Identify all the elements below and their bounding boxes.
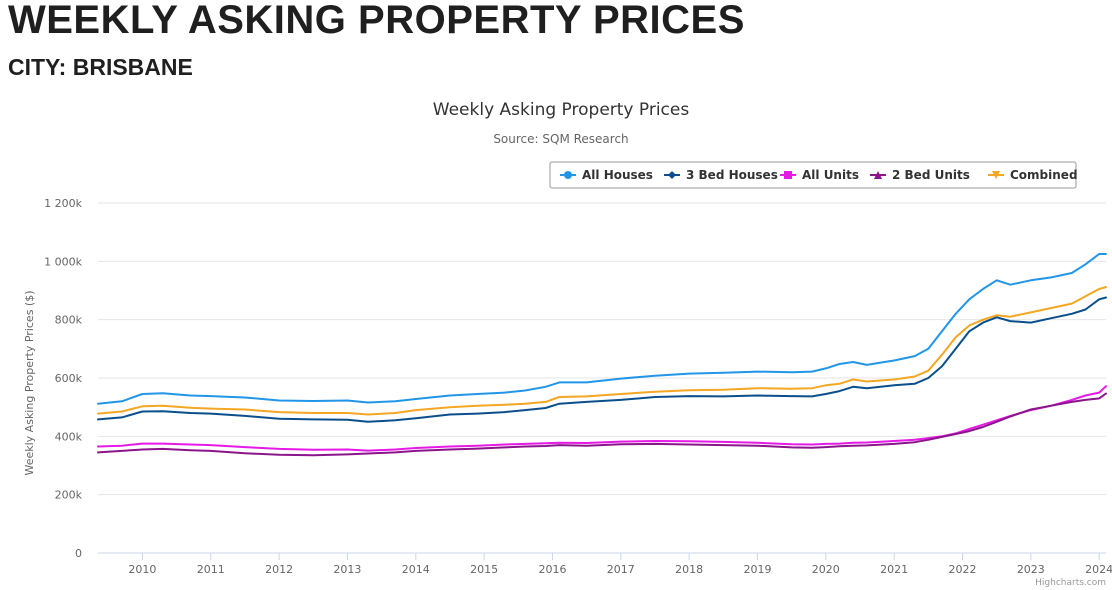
x-tick-label: 2010 — [128, 563, 156, 576]
x-tick-label: 2022 — [948, 563, 976, 576]
page-title: WEEKLY ASKING PROPERTY PRICES — [8, 0, 745, 42]
grid — [98, 202, 1106, 554]
legend-marker-icon — [668, 171, 676, 179]
y-tick-label: 1 200k — [44, 197, 82, 210]
x-tick-label: 2011 — [197, 563, 225, 576]
x-tick-label: 2021 — [880, 563, 908, 576]
x-tick-label: 2024 — [1085, 563, 1112, 576]
y-tick-label: 600k — [55, 372, 83, 385]
x-tick-label: 2013 — [333, 563, 361, 576]
legend-item-combined[interactable]: Combined — [988, 168, 1078, 182]
y-tick-label: 0 — [75, 547, 82, 560]
legend-box — [549, 161, 1077, 189]
legend-item-3-bed-houses[interactable]: 3 Bed Houses — [664, 168, 778, 182]
legend-item-2-bed-units[interactable]: 2 Bed Units — [870, 168, 970, 182]
x-axis: 2010 2011 2012 2013 2014 2015 2016 2017 2018 2019… — [128, 553, 1112, 576]
x-tick-label: 2016 — [538, 563, 566, 576]
series-line-combined[interactable] — [97, 286, 1107, 416]
x-tick-label: 2018 — [675, 563, 703, 576]
legend-label: 3 Bed Houses — [686, 168, 778, 182]
y-tick-label: 800k — [55, 314, 83, 327]
x-tick-label: 2023 — [1017, 563, 1045, 576]
legend-marker-icon — [874, 171, 882, 179]
y-axis: 0 200k 400k 600k 800k 1 000k 1 200k — [44, 197, 82, 560]
legend-label: All Units — [802, 168, 859, 182]
x-tick-label: 2014 — [402, 563, 430, 576]
legend-label: Combined — [1010, 168, 1078, 182]
legend-marker-icon — [784, 171, 792, 179]
x-tick-label: 2020 — [812, 563, 840, 576]
chart-subtitle: Source: SQM Research — [493, 132, 628, 146]
series-layer — [97, 253, 1107, 457]
x-tick-label: 2017 — [607, 563, 635, 576]
legend-item-all-units[interactable]: All Units — [780, 168, 859, 182]
x-tick-label: 2015 — [470, 563, 498, 576]
price-chart: Weekly Asking Property Prices Source: SQ… — [23, 100, 1112, 588]
x-tick-label: 2012 — [265, 563, 293, 576]
series-line-all-houses[interactable] — [97, 253, 1107, 405]
highcharts-credits[interactable]: Highcharts.com — [1035, 578, 1106, 588]
y-tick-label: 200k — [55, 489, 83, 502]
y-tick-label: 1 000k — [44, 255, 82, 268]
x-tick-label: 2019 — [743, 563, 771, 576]
y-axis-title: Weekly Asking Property Prices ($) — [23, 290, 36, 475]
chart-title: Weekly Asking Property Prices — [433, 100, 690, 120]
series-line-all-units[interactable] — [97, 385, 1107, 452]
city-subtitle: CITY: BRISBANE — [8, 54, 193, 80]
series-line-2-bed-units[interactable] — [97, 392, 1107, 457]
legend-marker-icon — [992, 171, 1000, 179]
legend-item-all-houses[interactable]: All Houses — [560, 168, 653, 182]
series-line-3-bed-houses[interactable] — [97, 296, 1107, 423]
legend-label: All Houses — [582, 168, 653, 182]
y-tick-label: 400k — [55, 430, 83, 443]
legend-label: 2 Bed Units — [892, 168, 970, 182]
legend-marker-icon — [564, 171, 572, 179]
chart-legend: All Houses 3 Bed Houses All Units 2 Bed Uni… — [549, 161, 1078, 189]
